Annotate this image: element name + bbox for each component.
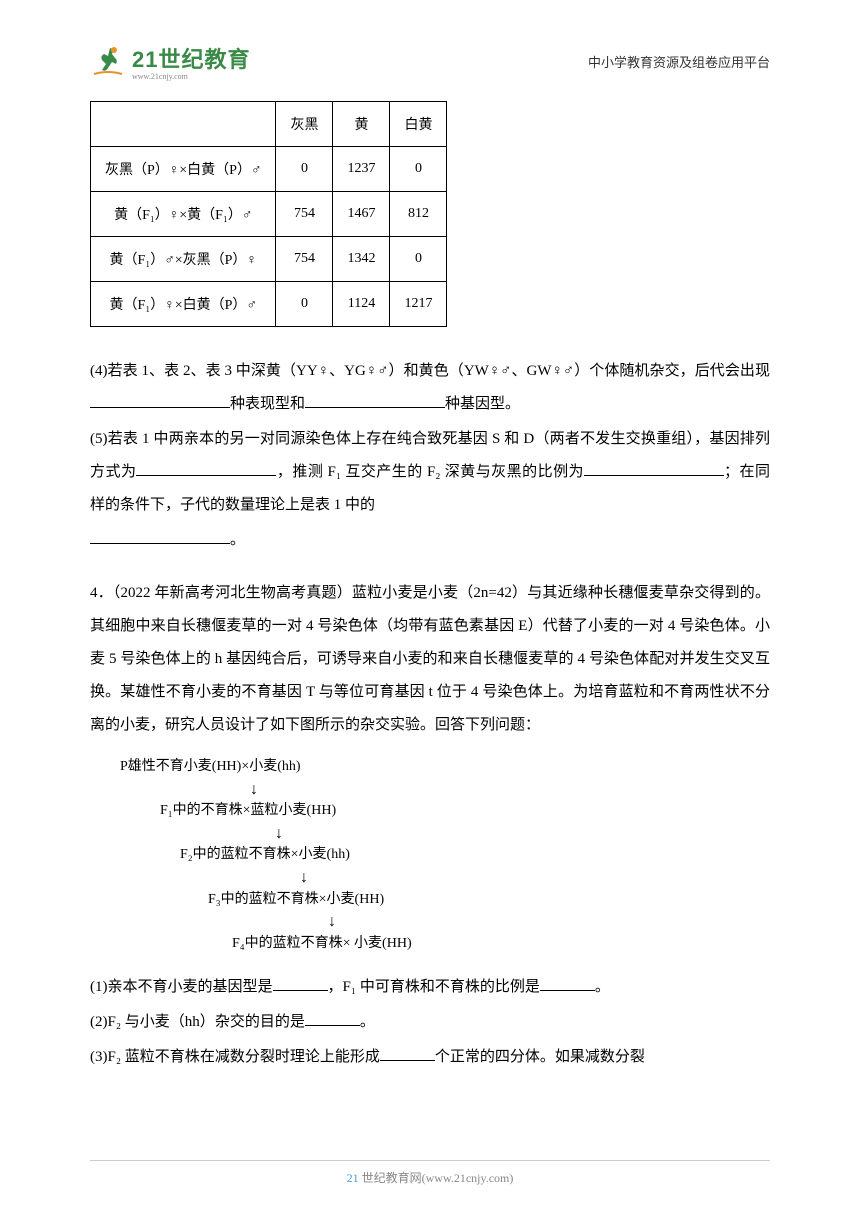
table-cell: 0: [390, 237, 447, 282]
blank-field[interactable]: [584, 460, 724, 476]
table-cell: 754: [276, 237, 333, 282]
table-cell: 黄: [333, 102, 390, 147]
footer-brand: 21: [347, 1171, 359, 1185]
question-4: (4)若表 1、表 2、表 3 中深黄（YY♀、YG♀♂）和黄色（YW♀♂、GW…: [90, 355, 770, 421]
runner-icon: [90, 44, 126, 80]
table-row: 黄（F₁）♂×灰黑（P）♀ 754 1342 0: [91, 237, 447, 282]
table-row: 黄（F₁）♀×黄（F₁）♂ 754 1467 812: [91, 192, 447, 237]
table-cell: 1237: [333, 147, 390, 192]
diagram-line-f3: F₃中的蓝粒不育株×小麦(HH): [120, 887, 770, 914]
table-cell: 0: [390, 147, 447, 192]
table-cell: 812: [390, 192, 447, 237]
header-right-text: 中小学教育资源及组卷应用平台: [588, 52, 770, 71]
sq3-a: (3)F₂ 蓝粒不育株在减数分裂时理论上能形成: [90, 1049, 380, 1065]
blank-field[interactable]: [305, 1010, 360, 1026]
blank-field[interactable]: [305, 392, 445, 408]
q5-line1b: ，推测 F₁ 互交产生的 F₂ 深黄与灰黑的比例为: [276, 464, 584, 480]
table-row: 灰黑（P）♀×白黄（P）♂ 0 1237 0: [91, 147, 447, 192]
table-cell: 1342: [333, 237, 390, 282]
logo-area: 21世纪教育 www.21cnjy.com: [90, 42, 250, 81]
q4-suffix: 种基因型。: [445, 396, 520, 412]
logo-main-text: 21世纪教育: [132, 47, 250, 72]
genetics-table: 灰黑 黄 白黄 灰黑（P）♀×白黄（P）♂ 0 1237 0 黄（F₁）♀×黄（…: [90, 101, 447, 327]
q5-line3: 。: [230, 532, 245, 548]
blank-field[interactable]: [380, 1045, 435, 1061]
logo-text-wrap: 21世纪教育 www.21cnjy.com: [132, 42, 250, 81]
table-header-row: 灰黑 黄 白黄: [91, 102, 447, 147]
sq2-a: (2)F₂ 与小麦（hh）杂交的目的是: [90, 1014, 305, 1030]
diagram-line-p: P雄性不育小麦(HH)×小麦(hh): [120, 754, 770, 781]
blank-field[interactable]: [136, 460, 276, 476]
sq2-b: 。: [360, 1014, 375, 1030]
page-header: 21世纪教育 www.21cnjy.com 中小学教育资源及组卷应用平台: [90, 42, 770, 81]
table-cell: 1124: [333, 282, 390, 327]
table-cell: 灰黑（P）♀×白黄（P）♂: [91, 147, 276, 192]
page-footer: 21 世纪教育网(www.21cnjy.com): [90, 1160, 770, 1186]
table-cell: 白黄: [390, 102, 447, 147]
table-cell: 黄（F₁）♀×白黄（P）♂: [91, 282, 276, 327]
blank-field[interactable]: [90, 392, 230, 408]
down-arrow-icon: ↓: [300, 869, 770, 887]
table-row: 黄（F₁）♀×白黄（P）♂ 0 1124 1217: [91, 282, 447, 327]
down-arrow-icon: ↓: [328, 913, 770, 931]
table-cell: 0: [276, 282, 333, 327]
main-question-4: 4．（2022 年新高考河北生物高考真题）蓝粒小麦是小麦（2n=42）与其近缘种…: [90, 577, 770, 742]
blank-field[interactable]: [273, 975, 328, 991]
table-cell: [91, 102, 276, 147]
table-cell: 754: [276, 192, 333, 237]
question-5: (5)若表 1 中两亲本的另一对同源染色体上存在纯合致死基因 S 和 D（两者不…: [90, 423, 770, 557]
sq1-b: ，F₁ 中可育株和不育株的比例是: [328, 979, 540, 995]
diagram-line-f2: F₂中的蓝粒不育株×小麦(hh): [120, 842, 770, 869]
table-cell: 灰黑: [276, 102, 333, 147]
blank-field[interactable]: [90, 528, 230, 544]
sub-questions: (1)亲本不育小麦的基因型是，F₁ 中可育株和不育株的比例是。 (2)F₂ 与小…: [90, 971, 770, 1074]
q4-mid: 种表现型和: [230, 396, 305, 412]
sq1-a: (1)亲本不育小麦的基因型是: [90, 979, 273, 995]
blank-field[interactable]: [540, 975, 595, 991]
down-arrow-icon: ↓: [250, 781, 770, 799]
diagram-line-f4: F₄中的蓝粒不育株× 小麦(HH): [120, 931, 770, 958]
main-q-text: 4．（2022 年新高考河北生物高考真题）蓝粒小麦是小麦（2n=42）与其近缘种…: [90, 577, 770, 742]
table-cell: 黄（F₁）♀×黄（F₁）♂: [91, 192, 276, 237]
diagram-line-f1: F₁中的不育株×蓝粒小麦(HH): [120, 798, 770, 825]
footer-text: 世纪教育网(www.21cnjy.com): [359, 1171, 514, 1185]
cross-diagram: P雄性不育小麦(HH)×小麦(hh) ↓ F₁中的不育株×蓝粒小麦(HH) ↓ …: [120, 754, 770, 957]
logo-sub-text: www.21cnjy.com: [132, 72, 250, 81]
sq3-b: 个正常的四分体。如果减数分裂: [435, 1049, 645, 1065]
table-cell: 黄（F₁）♂×灰黑（P）♀: [91, 237, 276, 282]
table-cell: 1467: [333, 192, 390, 237]
table-cell: 1217: [390, 282, 447, 327]
down-arrow-icon: ↓: [275, 825, 770, 843]
table-cell: 0: [276, 147, 333, 192]
q4-prefix: (4)若表 1、表 2、表 3 中深黄（YY♀、YG♀♂）和黄色（YW♀♂、GW…: [90, 363, 770, 379]
sq1-c: 。: [595, 979, 610, 995]
